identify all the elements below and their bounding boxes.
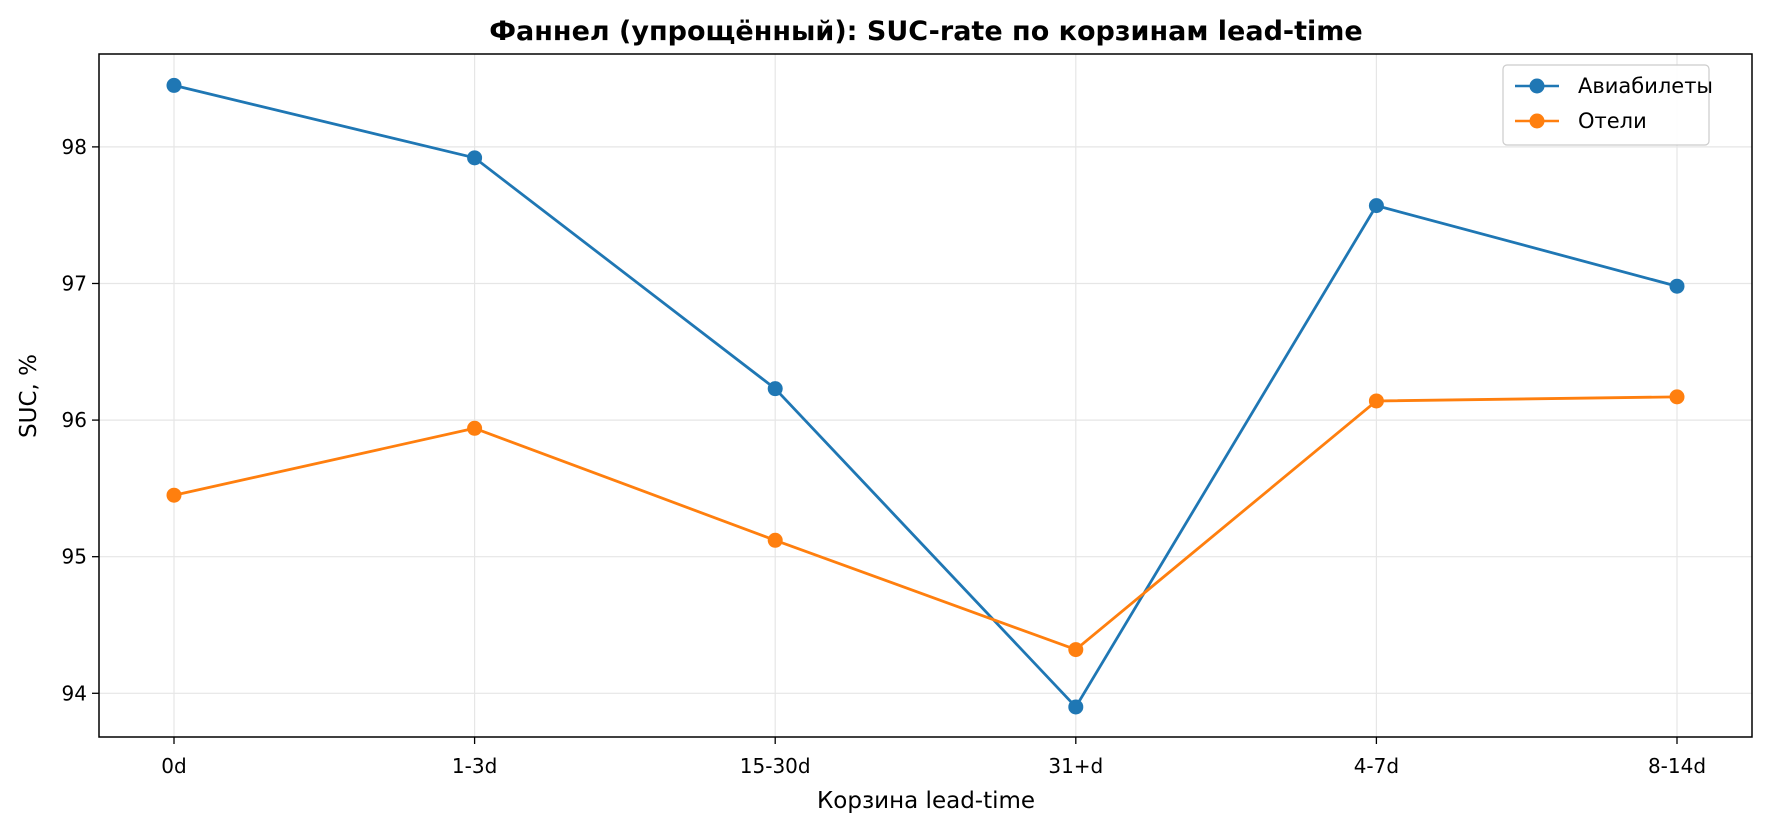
legend-label-1: Авиабилеты xyxy=(1578,74,1713,98)
grid-layer xyxy=(99,54,1752,737)
series-line xyxy=(173,395,1678,651)
y-tick-label: 96 xyxy=(62,408,87,432)
y-ticks: 94 95 96 97 98 xyxy=(62,135,99,705)
data-point xyxy=(1669,278,1685,294)
y-tick-label: 98 xyxy=(62,135,87,159)
data-point xyxy=(767,532,783,548)
data-point xyxy=(166,487,182,503)
data-point xyxy=(1368,198,1384,214)
x-tick-label: 31+d xyxy=(1048,754,1103,778)
series-line xyxy=(173,84,1678,709)
data-point xyxy=(467,420,483,436)
data-point xyxy=(1068,642,1084,658)
x-tick-label: 0d xyxy=(161,754,186,778)
plot-frame xyxy=(98,53,1753,738)
data-point xyxy=(767,381,783,397)
y-tick-label: 97 xyxy=(62,271,87,295)
x-tick-label: 1-3d xyxy=(452,754,497,778)
data-point xyxy=(1669,389,1685,405)
data-point xyxy=(467,150,483,166)
data-point xyxy=(166,77,182,93)
y-tick-label: 94 xyxy=(62,681,87,705)
series-2 xyxy=(166,389,1685,658)
x-ticks: 0d 1-3d 15-30d 31+d 4-7d 8-14d xyxy=(161,737,1706,778)
chart-title: Фаннел (упрощённый): SUC-rate по корзина… xyxy=(489,16,1362,47)
series-1 xyxy=(166,77,1685,715)
data-point xyxy=(1068,699,1084,715)
x-tick-label: 4-7d xyxy=(1354,754,1399,778)
series-layer xyxy=(166,77,1685,715)
x-axis-label: Корзина lead-time xyxy=(817,788,1035,814)
legend-marker-2 xyxy=(1529,113,1545,129)
legend-label-2: Отели xyxy=(1578,109,1647,133)
legend: Авиабилеты Отели xyxy=(1502,64,1713,146)
data-point xyxy=(1368,393,1384,409)
x-tick-label: 8-14d xyxy=(1648,754,1706,778)
x-tick-label: 15-30d xyxy=(740,754,811,778)
y-tick-label: 95 xyxy=(62,545,87,569)
legend-marker-1 xyxy=(1529,78,1545,94)
y-axis-label: SUC, % xyxy=(16,354,42,438)
